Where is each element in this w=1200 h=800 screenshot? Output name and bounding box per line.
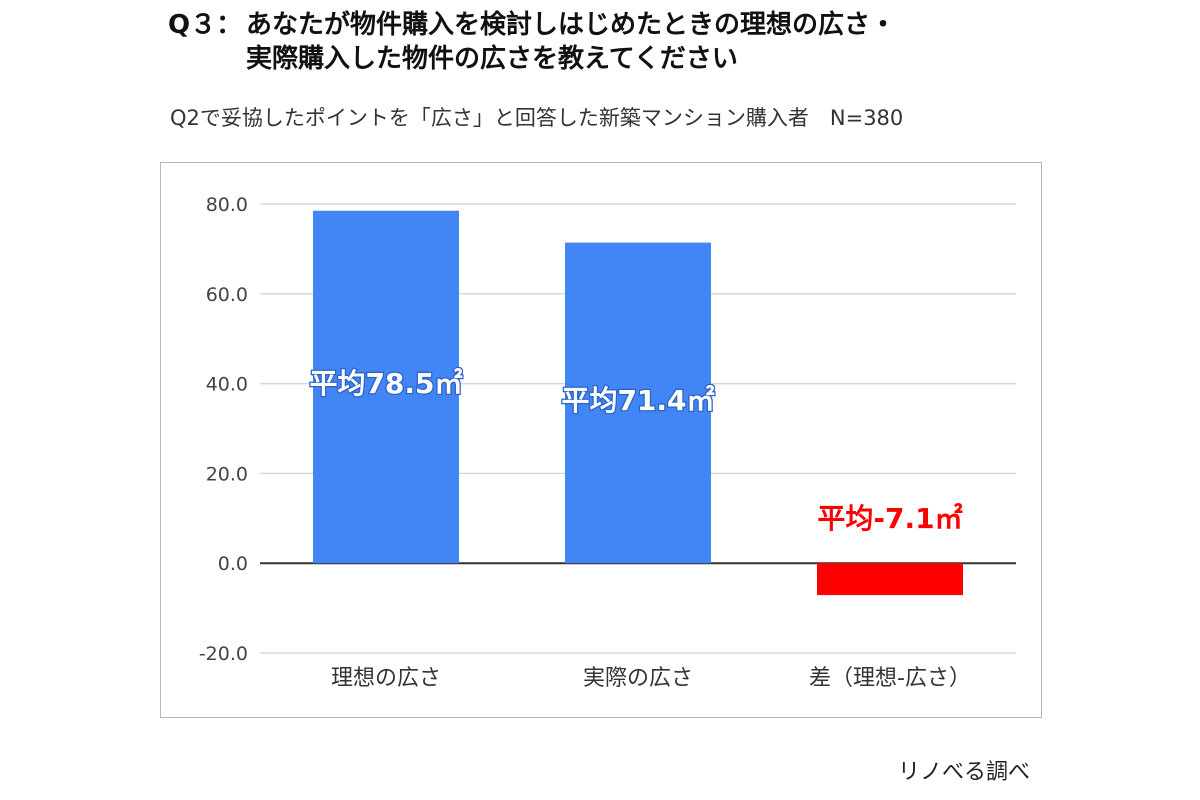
question-text-line1: あなたが物件購入を検討しはじめたときの理想の広さ・ [246,10,897,40]
question-title: Q３： あなたが物件購入を検討しはじめたときの理想の広さ・ 実際購入した物件の広さ… [168,8,896,76]
chart-subtitle: Q2で妥協したポイントを「広さ」と回答した新築マンション購入者 N=380 [170,106,904,130]
bar-chart: 80.0 60.0 40.0 20.0 0.0 -20.0 理想の広さ 平均78.5㎡実際の広… [199,194,1016,691]
bar-1 [313,210,459,564]
question-title-line1: Q３： あなたが物件購入を検討しはじめたときの理想の広さ・ [168,8,896,42]
data-label-3: 平均-7.1㎡ [817,502,962,535]
question-text-line2: 実際購入した物件の広さを教えてください [246,44,738,74]
bar-3 [817,563,963,596]
x-category-label: 理想の広さ [331,666,441,691]
x-category-label: 実際の広さ [583,666,693,691]
data-label-2: 平均71.4㎡ [561,384,714,417]
y-tick-label: -20.0 [199,643,248,665]
question-number: Q３： [168,10,243,40]
y-tick-label: 20.0 [206,463,248,485]
data-label-1: 平均78.5㎡ [309,367,462,400]
y-tick-label: 80.0 [206,194,248,216]
y-tick-label: 0.0 [218,553,248,575]
bar-2 [565,242,711,564]
y-tick-label: 60.0 [206,284,248,306]
y-tick-label: 40.0 [206,374,248,396]
source-note: リノべる調べ [898,760,1031,785]
x-category-label: 差（理想-広さ） [809,666,971,691]
